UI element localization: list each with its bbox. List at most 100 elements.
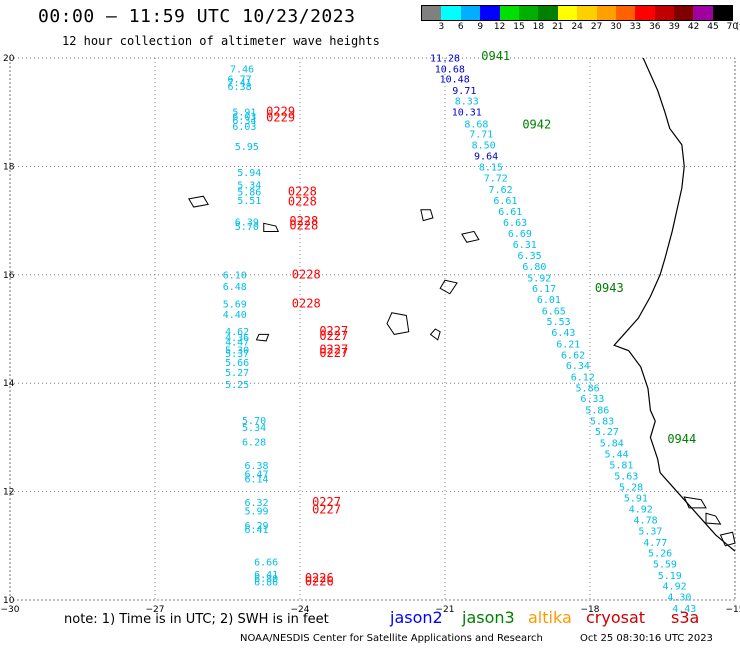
wave-height-label: 8.50 xyxy=(472,141,496,152)
legend-swatch-42 xyxy=(674,6,694,20)
wave-height-label: 4.43 xyxy=(672,604,696,615)
pass-time-label: 0227 xyxy=(312,495,341,509)
legend-swatch-27 xyxy=(577,6,597,20)
legend-swatch-9 xyxy=(460,6,481,20)
satellite-altika: altika xyxy=(528,608,572,627)
wave-height-label: 5.86 xyxy=(576,383,600,394)
legend-swatch-30 xyxy=(596,6,616,20)
wave-height-label: 6.01 xyxy=(537,295,561,306)
legend-swatch-33 xyxy=(615,6,636,20)
wave-height-label: 6.80 xyxy=(522,262,546,273)
wave-height-label: 6.14 xyxy=(244,474,268,485)
wave-height-label: 5.86 xyxy=(585,406,609,417)
wave-height-label: 6.48 xyxy=(223,282,247,293)
wave-height-label: 7.71 xyxy=(469,130,493,141)
legend-label-39: 39 xyxy=(668,22,680,32)
wave-height-label: 5.28 xyxy=(619,483,643,494)
pass-time-label: 0226 xyxy=(305,574,334,588)
wave-height-label: 6.28 xyxy=(242,438,266,449)
island-outline xyxy=(439,279,458,295)
legend-swatch-45 xyxy=(693,6,713,20)
wave-height-label: 5.25 xyxy=(225,380,249,391)
wave-height-label: 5.37 xyxy=(225,349,249,360)
island-outline xyxy=(420,209,434,222)
legend-label-9: 9 xyxy=(477,22,484,32)
legend-label-30: 30 xyxy=(610,22,622,32)
wave-height-label: 6.38 xyxy=(244,461,268,472)
wave-height-label: 6.61 xyxy=(498,207,522,218)
wave-height-label: 5.44 xyxy=(605,449,629,460)
wave-height-label: 8.33 xyxy=(455,97,479,108)
wave-height-label: 6.17 xyxy=(532,284,556,295)
pass-time-label: 0942 xyxy=(522,117,551,131)
legend-label-15: 15 xyxy=(513,22,525,32)
wave-height-label: 5.59 xyxy=(653,559,677,570)
lon-tick-label: −15 xyxy=(726,605,740,615)
satellite-cryosat: cryosat xyxy=(586,608,646,627)
page-subtitle: 12 hour collection of altimeter wave hei… xyxy=(62,34,380,48)
legend-swatch-15 xyxy=(499,6,519,20)
legend-swatch-18 xyxy=(518,6,539,20)
pass-time-label: 0228 xyxy=(288,194,317,208)
wave-height-label: 5.95 xyxy=(235,142,259,153)
wave-height-label: 6.66 xyxy=(254,557,278,568)
wave-height-label: 4.47 xyxy=(225,337,249,348)
legend-swatch-70 xyxy=(712,6,733,20)
wave-height-label: 6.61 xyxy=(493,196,517,207)
wave-height-label: 5.99 xyxy=(244,506,268,517)
credit-text: NOAA/NESDIS Center for Satellite Applica… xyxy=(240,633,543,644)
legend-label-42: 42 xyxy=(687,22,700,32)
africa-coastline xyxy=(613,57,736,552)
pass-time-label: 0227 xyxy=(319,346,348,360)
pass-time-label: 0227 xyxy=(312,502,341,516)
island-outline xyxy=(188,195,209,208)
wave-height-label: 7.46 xyxy=(230,65,254,76)
pass-time-label: 0226 xyxy=(305,571,334,585)
wave-height-label: 6.34 xyxy=(566,361,590,372)
pass-time-label: 0229 xyxy=(266,104,295,118)
wave-height-label: 11.28 xyxy=(430,53,460,64)
wave-height-label: 5.19 xyxy=(658,571,682,582)
wave-height-label: 9.71 xyxy=(452,86,476,97)
wave-height-label: 10.31 xyxy=(452,107,482,118)
page-title: 00:00 – 11:59 UTC 10/23/2023 xyxy=(38,6,356,27)
island-outline xyxy=(719,531,736,547)
lon-tick-label: −24 xyxy=(291,605,310,615)
lon-tick-label: −18 xyxy=(581,605,600,615)
satellite-jason2: jason2 xyxy=(390,608,443,627)
wave-height-label: 5.30 xyxy=(225,345,249,356)
lon-tick-label: −30 xyxy=(1,605,20,615)
legend-label-21: 21 xyxy=(552,22,564,32)
legend-label-6: 6 xyxy=(457,22,464,32)
legend-label-45: 45 xyxy=(707,22,719,32)
wave-height-label: 5.34 xyxy=(242,423,266,434)
pass-time-label: 0228 xyxy=(288,185,317,199)
wave-height-label: 4.40 xyxy=(223,310,247,321)
island-outline xyxy=(705,512,722,525)
wave-height-label: 6.32 xyxy=(244,498,268,509)
wave-height-label: 5.91 xyxy=(232,107,256,118)
island-outline xyxy=(263,222,280,232)
pass-time-label: 0228 xyxy=(289,214,318,228)
wave-height-label: 6.39 xyxy=(235,217,259,228)
wave-height-label: 6.38 xyxy=(228,82,252,93)
legend-swatch-21 xyxy=(538,6,558,20)
wave-height-label: 6.62 xyxy=(561,350,585,361)
satellite-s3a: s3a xyxy=(671,608,700,627)
island-outline xyxy=(429,328,441,341)
wave-height-label: 5.63 xyxy=(614,472,638,483)
wave-height-label: 6.34 xyxy=(232,116,256,127)
wave-height-label: 10.48 xyxy=(440,74,470,85)
wave-height-label: 5.81 xyxy=(609,460,633,471)
wave-height-label: 6.03 xyxy=(232,122,256,133)
wave-height-label: 4.78 xyxy=(634,516,658,527)
lat-tick-label: 20 xyxy=(3,54,15,64)
wave-height-label: 4.30 xyxy=(667,593,691,604)
wave-height-label: 10.68 xyxy=(435,65,465,76)
lat-tick-label: 14 xyxy=(3,379,15,389)
legend-label-36: 36 xyxy=(649,22,661,32)
wave-height-label: 5.53 xyxy=(547,317,571,328)
wave-height-label: 5.27 xyxy=(595,427,619,438)
legend-label-12: 12 xyxy=(493,22,506,32)
